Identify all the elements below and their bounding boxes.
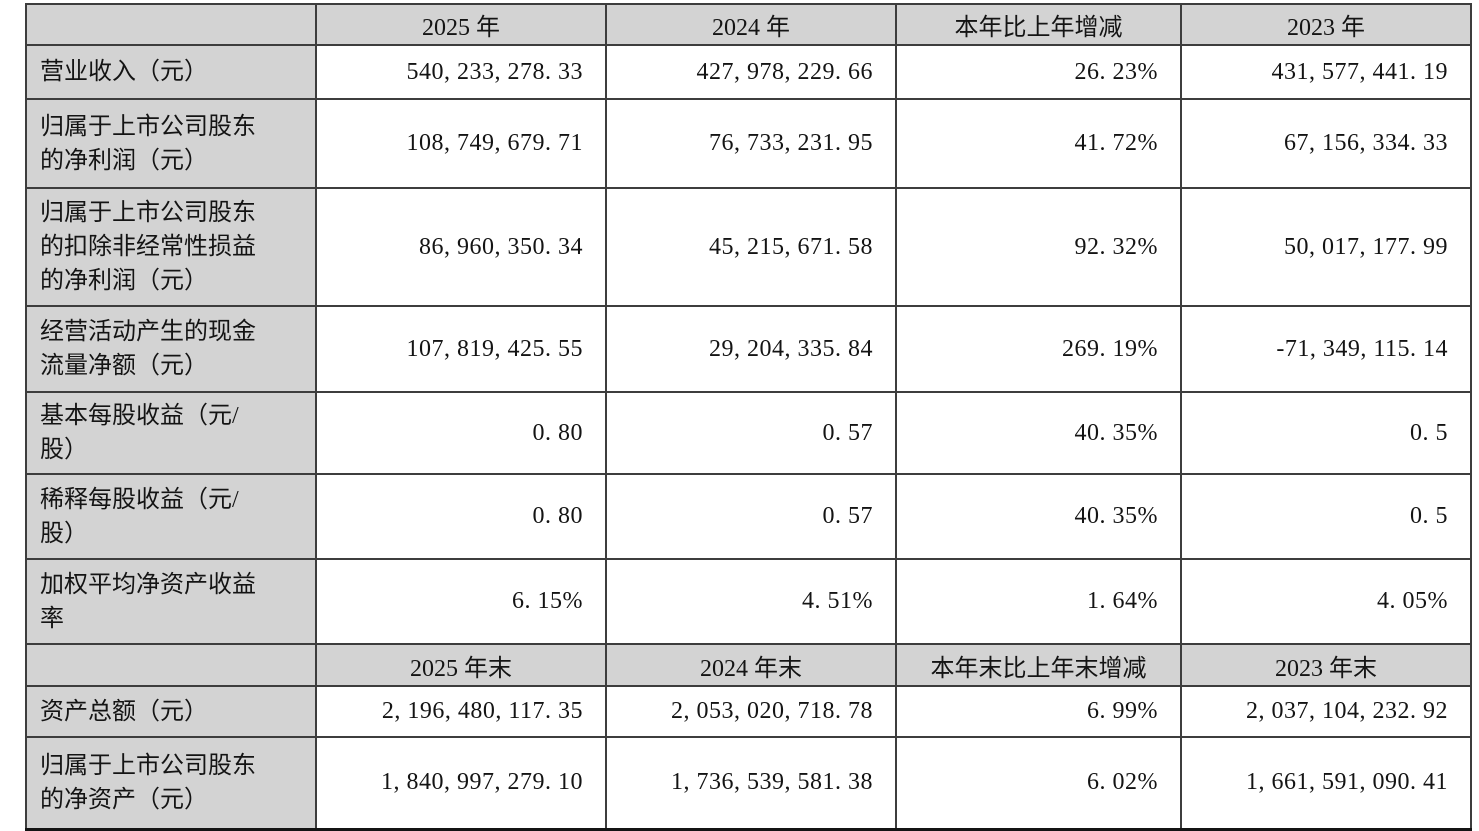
cell-value: 4. 05% [1180, 558, 1472, 645]
cell-value: 92. 32% [895, 187, 1182, 307]
column-header-2023-end: 2023 年末 [1180, 643, 1472, 687]
cell-value: 0. 57 [605, 391, 897, 475]
row-label: 归属于上市公司股东 的净利润（元） [25, 98, 317, 189]
table-row-total-assets: 资产总额（元） 2, 196, 480, 117. 35 2, 053, 020… [25, 685, 1472, 738]
cell-value: 0. 5 [1180, 473, 1472, 560]
cell-value: 76, 733, 231. 95 [605, 98, 897, 189]
row-label: 归属于上市公司股东 的净资产（元） [25, 736, 317, 830]
cell-value: 45, 215, 671. 58 [605, 187, 897, 307]
cell-value: 86, 960, 350. 34 [315, 187, 607, 307]
cell-value: 41. 72% [895, 98, 1182, 189]
cell-value: 0. 80 [315, 391, 607, 475]
cell-value: 107, 819, 425. 55 [315, 305, 607, 393]
cell-value: 108, 749, 679. 71 [315, 98, 607, 189]
financial-summary-table: 2025 年 2024 年 本年比上年增减 2023 年 营业收入（元） 540… [25, 3, 1472, 831]
cell-value: 431, 577, 441. 19 [1180, 44, 1472, 100]
table-row-net-assets: 归属于上市公司股东 的净资产（元） 1, 840, 997, 279. 10 1… [25, 736, 1472, 830]
cell-value: 6. 99% [895, 685, 1182, 738]
cell-value: 0. 57 [605, 473, 897, 560]
table-row-net-profit: 归属于上市公司股东 的净利润（元） 108, 749, 679. 71 76, … [25, 98, 1472, 189]
row-label: 基本每股收益（元/ 股） [25, 391, 317, 475]
cell-value: 40. 35% [895, 473, 1182, 560]
cell-value: 0. 5 [1180, 391, 1472, 475]
column-header-end-change: 本年末比上年末增减 [895, 643, 1182, 687]
column-header-2025: 2025 年 [315, 3, 607, 46]
table-header-row-period-end: 2025 年末 2024 年末 本年末比上年末增减 2023 年末 [25, 643, 1472, 687]
cell-value: -71, 349, 115. 14 [1180, 305, 1472, 393]
row-label: 营业收入（元） [25, 44, 317, 100]
cell-value: 67, 156, 334. 33 [1180, 98, 1472, 189]
cell-value: 1, 661, 591, 090. 41 [1180, 736, 1472, 830]
cell-value: 269. 19% [895, 305, 1182, 393]
column-header-2024: 2024 年 [605, 3, 897, 46]
row-label: 加权平均净资产收益 率 [25, 558, 317, 645]
table-row-operating-revenue: 营业收入（元） 540, 233, 278. 33 427, 978, 229.… [25, 44, 1472, 100]
table-header-row-annual: 2025 年 2024 年 本年比上年增减 2023 年 [25, 3, 1472, 46]
row-label: 经营活动产生的现金 流量净额（元） [25, 305, 317, 393]
cell-value: 540, 233, 278. 33 [315, 44, 607, 100]
table-row-basic-eps: 基本每股收益（元/ 股） 0. 80 0. 57 40. 35% 0. 5 [25, 391, 1472, 475]
cell-value: 26. 23% [895, 44, 1182, 100]
corner-cell [25, 643, 317, 687]
cell-value: 29, 204, 335. 84 [605, 305, 897, 393]
table-row-weighted-avg-roe: 加权平均净资产收益 率 6. 15% 4. 51% 1. 64% 4. 05% [25, 558, 1472, 645]
cell-value: 0. 80 [315, 473, 607, 560]
cell-value: 4. 51% [605, 558, 897, 645]
cell-value: 2, 037, 104, 232. 92 [1180, 685, 1472, 738]
column-header-2024-end: 2024 年末 [605, 643, 897, 687]
cell-value: 427, 978, 229. 66 [605, 44, 897, 100]
cell-value: 50, 017, 177. 99 [1180, 187, 1472, 307]
column-header-2025-end: 2025 年末 [315, 643, 607, 687]
column-header-yoy-change: 本年比上年增减 [895, 3, 1182, 46]
cell-value: 1, 840, 997, 279. 10 [315, 736, 607, 830]
cell-value: 1, 736, 539, 581. 38 [605, 736, 897, 830]
cell-value: 6. 02% [895, 736, 1182, 830]
cell-value: 2, 196, 480, 117. 35 [315, 685, 607, 738]
table-row-net-profit-excl-nonrecurring: 归属于上市公司股东 的扣除非经常性损益 的净利润（元） 86, 960, 350… [25, 187, 1472, 307]
cell-value: 2, 053, 020, 718. 78 [605, 685, 897, 738]
table-row-operating-cash-flow: 经营活动产生的现金 流量净额（元） 107, 819, 425. 55 29, … [25, 305, 1472, 393]
row-label: 稀释每股收益（元/ 股） [25, 473, 317, 560]
row-label: 归属于上市公司股东 的扣除非经常性损益 的净利润（元） [25, 187, 317, 307]
table-row-diluted-eps: 稀释每股收益（元/ 股） 0. 80 0. 57 40. 35% 0. 5 [25, 473, 1472, 560]
cell-value: 40. 35% [895, 391, 1182, 475]
row-label: 资产总额（元） [25, 685, 317, 738]
cell-value: 6. 15% [315, 558, 607, 645]
cell-value: 1. 64% [895, 558, 1182, 645]
corner-cell [25, 3, 317, 46]
column-header-2023: 2023 年 [1180, 3, 1472, 46]
